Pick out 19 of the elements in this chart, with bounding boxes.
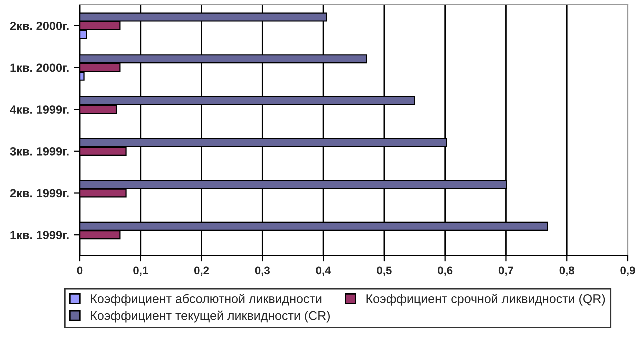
y-tick-label: 2кв. 2000г.	[10, 22, 69, 30]
y-tick-label: 3кв. 1999г.	[10, 147, 69, 156]
x-tick-label: 0,7	[498, 266, 514, 276]
x-tick-label: 0	[77, 266, 83, 275]
legend-label: Коэффициент текущей ликвидности (CR)	[91, 310, 330, 323]
x-tick-label: 0,8	[560, 266, 574, 276]
x-tick-label: 0,9	[620, 266, 636, 276]
x-tick-label: 0,3	[255, 266, 270, 276]
x-tick-label: 0,2	[194, 266, 210, 276]
y-tick-label: 2кв. 1999г.	[10, 189, 69, 198]
x-tick-label: 0,1	[134, 266, 148, 276]
y-tick-label: 4кв. 1999г.	[10, 106, 69, 114]
x-tick-label: 0,5	[377, 266, 392, 276]
x-tick-label: 0,6	[438, 266, 453, 276]
legend-label: Коэффициент срочной ликвидности (QR)	[366, 294, 606, 306]
y-tick-label: 1кв. 2000г.	[10, 64, 69, 72]
legend-label: Коэффициент абсолютной ликвидности	[91, 294, 322, 306]
x-tick-label: 0,4	[316, 266, 332, 276]
y-tick-label: 1кв. 1999г.	[10, 231, 69, 240]
